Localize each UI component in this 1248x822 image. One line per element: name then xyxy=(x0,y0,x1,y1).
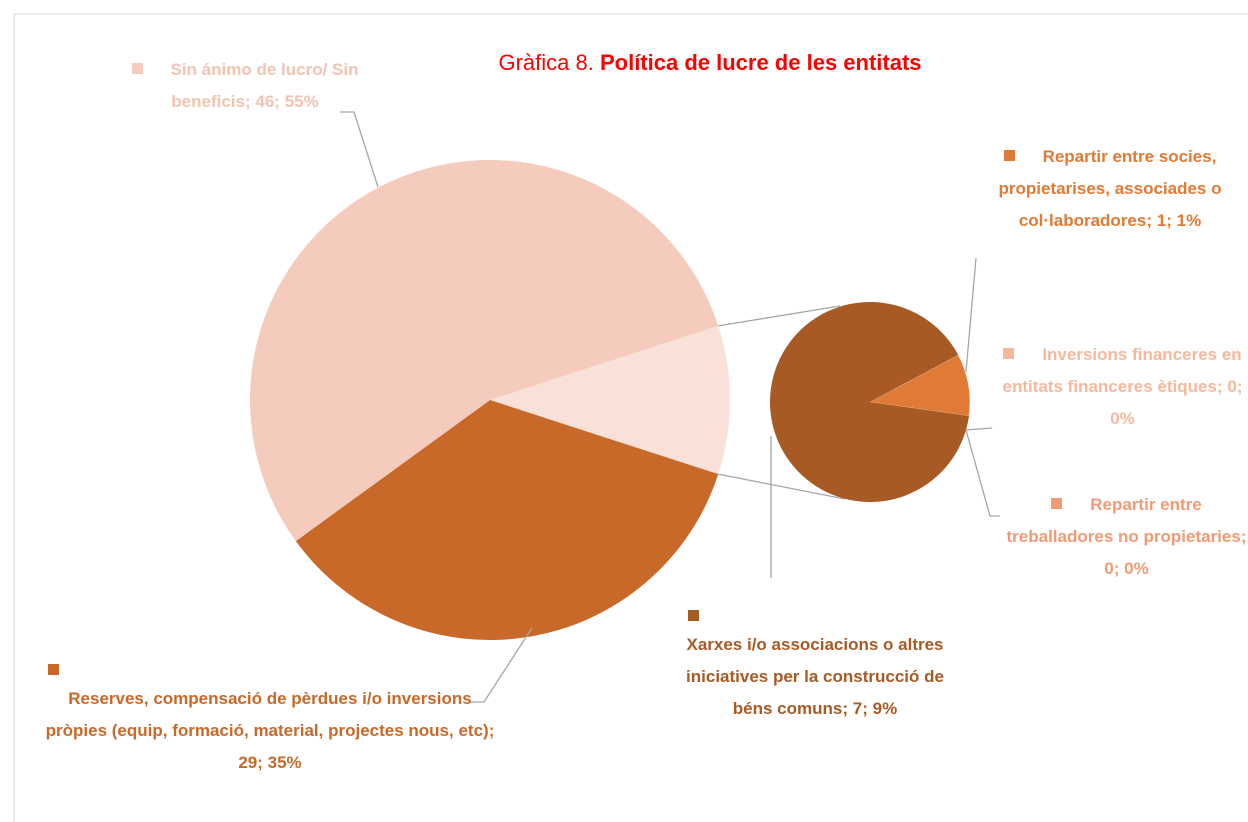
label-sep: ; xyxy=(1240,527,1247,546)
leader-line xyxy=(340,111,379,188)
label-count: 46 xyxy=(255,92,275,111)
data-label: Sin ánimo de lucro/ Sin beneficis; 46; 5… xyxy=(100,54,390,118)
leader-line xyxy=(470,627,533,703)
title-main: Política de lucre de les entitats xyxy=(599,50,922,75)
label-count: 1 xyxy=(1156,211,1167,230)
label-marker xyxy=(688,610,699,621)
label-count: 0 xyxy=(1227,377,1237,396)
label-category: Xarxes i/o associacions o altres iniciat… xyxy=(686,635,944,718)
data-label: Xarxes i/o associacions o altres iniciat… xyxy=(680,606,950,725)
label-sep: ; xyxy=(257,753,268,772)
label-category: Repartir entre treballadores no propieta… xyxy=(1006,495,1241,546)
label-percent: 0% xyxy=(1110,409,1135,428)
label-percent: 35% xyxy=(267,753,302,772)
label-sep: ; xyxy=(274,92,285,111)
chart-title: Gràfica 8. Política de lucre de les enti… xyxy=(440,50,980,76)
data-label: Repartir entre treballadores no propieta… xyxy=(1005,489,1248,585)
data-label: Inversions financeres en entitats financ… xyxy=(1000,339,1245,435)
label-sep: ; xyxy=(862,699,873,718)
leader-lines xyxy=(340,111,1000,703)
label-sep: ; xyxy=(1166,211,1177,230)
label-sep: ; xyxy=(1113,559,1125,578)
label-marker xyxy=(48,664,59,675)
label-category: Inversions financeres en entitats financ… xyxy=(1002,345,1242,396)
pie-slice xyxy=(295,400,719,641)
pie-slice xyxy=(250,160,719,542)
label-percent: 1% xyxy=(1176,211,1202,230)
label-percent: 9% xyxy=(872,699,898,718)
leader-line xyxy=(965,429,1000,517)
label-count: 0 xyxy=(1104,559,1114,578)
label-count: 7 xyxy=(852,699,863,718)
title-prefix: Gràfica 8. xyxy=(498,50,594,75)
label-sep: ; xyxy=(1146,211,1157,230)
label-sep: ; xyxy=(1216,377,1228,396)
connector xyxy=(718,473,846,500)
chart-border xyxy=(13,13,1248,822)
label-category: Reserves, compensació de pèrdues i/o inv… xyxy=(45,689,489,740)
label-category: Repartir entre socies, propietarises, as… xyxy=(998,147,1222,230)
label-sep: ; xyxy=(488,721,495,740)
label-marker xyxy=(1003,348,1015,359)
label-sep: ; xyxy=(842,699,853,718)
leader-line xyxy=(965,427,993,431)
connector xyxy=(718,305,841,327)
label-sep: ; xyxy=(1236,377,1243,396)
label-sep: ; xyxy=(244,92,256,111)
label-category: Sin ánimo de lucro/ Sin beneficis xyxy=(170,60,359,111)
label-percent: 0% xyxy=(1124,559,1149,578)
pie-slice xyxy=(869,354,971,417)
pie-slice xyxy=(770,302,970,502)
pie-slice-group xyxy=(490,325,730,475)
data-label: Reserves, compensació de pèrdues i/o inv… xyxy=(40,660,500,779)
label-marker xyxy=(1051,498,1063,509)
data-label: Repartir entre socies, propietarises, as… xyxy=(975,141,1245,237)
leader-line xyxy=(965,257,977,373)
label-marker xyxy=(1003,150,1015,161)
label-percent: 55% xyxy=(284,92,319,111)
label-count: 29 xyxy=(238,753,258,772)
label-marker xyxy=(131,63,143,74)
